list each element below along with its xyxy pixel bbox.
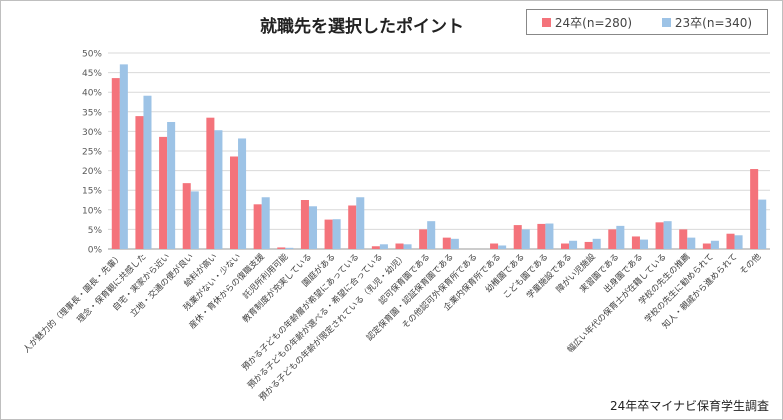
- bar-23: [356, 197, 365, 249]
- bar-24: [111, 78, 120, 249]
- bar-24: [513, 225, 522, 249]
- bar-24: [395, 243, 404, 249]
- bar-24: [229, 156, 239, 249]
- bar-24: [679, 229, 688, 249]
- bar-23: [758, 199, 767, 249]
- bar-23: [710, 240, 719, 249]
- y-tick-label: 40%: [82, 89, 102, 99]
- bar-23: [592, 238, 601, 249]
- y-tick-label: 30%: [82, 128, 102, 138]
- bar-24: [348, 205, 357, 249]
- bar-23: [190, 191, 199, 249]
- bar-24: [608, 229, 617, 249]
- bar-23: [143, 95, 152, 249]
- bar-24: [490, 243, 499, 249]
- legend-item-23: 23卒(n=340): [661, 14, 753, 31]
- bar-23: [427, 221, 436, 249]
- x-tick-label: 人が魅力的（理事長・園長・先輩）: [21, 251, 125, 355]
- bar-24: [702, 243, 711, 249]
- bar-23: [545, 223, 554, 249]
- bar-23: [498, 245, 507, 249]
- bar-23: [663, 221, 672, 249]
- bar-24: [182, 183, 191, 249]
- bar-24: [135, 116, 144, 249]
- legend-swatch-23: [661, 17, 671, 27]
- bar-23: [238, 138, 247, 249]
- legend-swatch-24: [541, 17, 551, 27]
- bar-23: [616, 225, 625, 249]
- bar-24: [371, 246, 380, 249]
- bar-24: [655, 222, 664, 249]
- legend: 24卒(n=280) 23卒(n=340): [526, 9, 768, 35]
- bar-23: [734, 235, 743, 249]
- bar-24: [442, 237, 451, 249]
- bar-24: [750, 169, 759, 249]
- y-tick-label: 35%: [82, 108, 102, 118]
- x-tick-label: その他: [737, 251, 763, 277]
- bar-23: [450, 238, 459, 249]
- bar-24: [206, 117, 215, 250]
- bar-23: [167, 121, 176, 249]
- legend-label-23: 23卒(n=340): [674, 15, 753, 30]
- bar-23: [569, 240, 578, 249]
- y-tick-label: 0%: [88, 246, 103, 256]
- bar-23: [521, 229, 530, 249]
- bar-24: [560, 243, 570, 249]
- bar-23: [261, 197, 270, 249]
- y-tick-label: 25%: [82, 148, 102, 158]
- bar-24: [300, 200, 309, 249]
- bar-23: [285, 247, 294, 249]
- bar-23: [119, 64, 128, 249]
- y-tick-label: 5%: [88, 226, 103, 236]
- bar-24: [324, 219, 333, 249]
- bar-23: [214, 130, 223, 249]
- chart-title: 就職先を選択したポイント: [260, 17, 464, 37]
- y-tick-label: 10%: [82, 206, 102, 216]
- bar-24: [631, 236, 640, 249]
- source-note: 24年卒マイナビ保育学生調査: [609, 399, 769, 413]
- bar-24: [419, 229, 428, 249]
- legend-item-24: 24卒(n=280): [541, 14, 633, 31]
- legend-label-24: 24卒(n=280): [554, 15, 633, 30]
- bar-24: [584, 241, 593, 249]
- bar-24: [253, 204, 262, 249]
- y-tick-label: 45%: [82, 69, 102, 79]
- y-tick-label: 50%: [82, 50, 102, 60]
- bar-24: [159, 136, 168, 249]
- y-tick-label: 20%: [82, 167, 102, 177]
- bar-23: [379, 244, 388, 249]
- bar-23: [403, 244, 412, 249]
- bar-24: [277, 247, 286, 249]
- y-tick-label: 15%: [82, 187, 102, 197]
- bar-24: [726, 233, 735, 249]
- bar-23: [639, 239, 649, 249]
- bar-23: [332, 219, 341, 249]
- bar-23: [687, 237, 696, 249]
- bar-24: [537, 223, 546, 249]
- bar-23: [308, 206, 318, 249]
